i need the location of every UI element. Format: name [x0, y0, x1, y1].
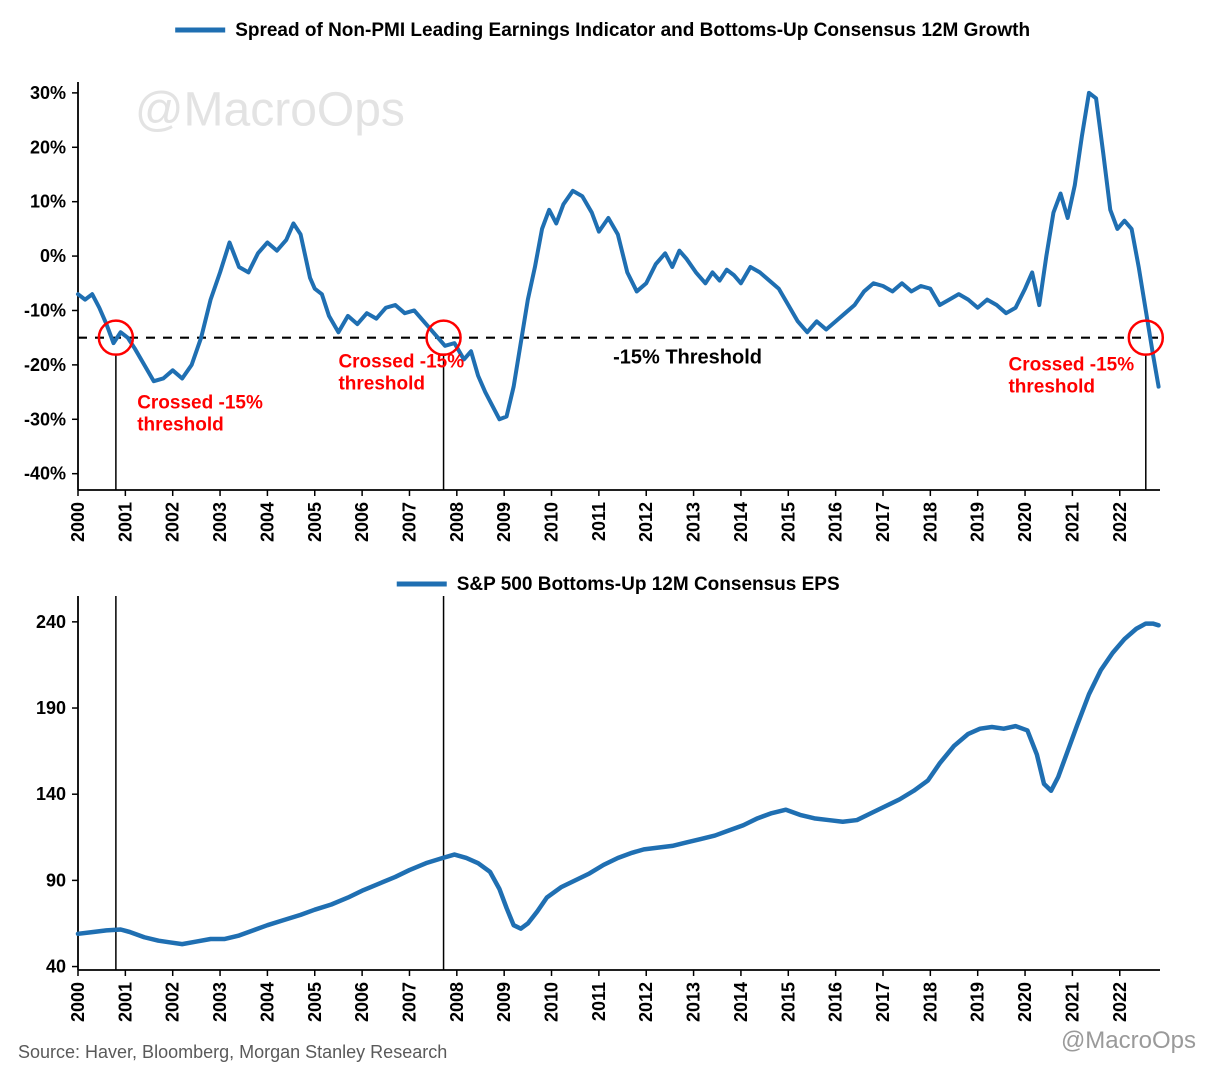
- xtick-bottom: 2009: [494, 982, 514, 1022]
- xtick-top: 2012: [636, 502, 656, 542]
- xtick-top: 2014: [731, 502, 751, 542]
- xtick-top: 2020: [1015, 502, 1035, 542]
- xtick-bottom: 2005: [305, 982, 325, 1022]
- xtick-bottom: 2017: [873, 982, 893, 1022]
- ytick-bottom: 40: [46, 957, 66, 977]
- xtick-top: 2011: [589, 502, 609, 541]
- xtick-bottom: 2000: [68, 982, 88, 1022]
- xtick-bottom: 2015: [778, 982, 798, 1022]
- ytick-bottom: 240: [36, 612, 66, 632]
- xtick-top: 2001: [115, 502, 135, 542]
- ytick-top: 30%: [30, 83, 66, 103]
- ytick-top: 20%: [30, 137, 66, 157]
- xtick-top: 2004: [257, 502, 277, 542]
- xtick-top: 2003: [210, 502, 230, 542]
- legend-bottom: S&P 500 Bottoms-Up 12M Consensus EPS: [397, 574, 840, 595]
- ytick-bottom: 90: [46, 870, 66, 890]
- xtick-top: 2015: [778, 502, 798, 542]
- xtick-bottom: 2014: [731, 982, 751, 1022]
- xtick-top: 2021: [1062, 502, 1082, 542]
- annotation-red: threshold: [338, 374, 425, 395]
- ytick-top: -40%: [24, 464, 66, 484]
- xtick-top: 2022: [1110, 502, 1130, 542]
- chart-svg: @MacroOps -40% -30% -20% -10% 0% 10% 20% 30% -15%…: [0, 0, 1216, 1076]
- ytick-top: 10%: [30, 192, 66, 212]
- xtick-top: 2009: [494, 502, 514, 542]
- xtick-bottom: 2013: [684, 982, 704, 1022]
- ytick-top: -30%: [24, 409, 66, 429]
- chart-stage: { "layout": { "width": 1216, "height": 1…: [0, 0, 1216, 1076]
- top-series-line: [78, 93, 1159, 419]
- xtick-bottom: 2003: [210, 982, 230, 1022]
- xtick-top: 2000: [68, 502, 88, 542]
- watermark: @MacroOps: [135, 84, 405, 137]
- legend-label: Spread of Non-PMI Leading Earnings Indic…: [235, 20, 1030, 41]
- xtick-bottom: 2008: [447, 982, 467, 1022]
- annotation-red: Crossed -15%: [137, 392, 263, 413]
- legend-top: Spread of Non-PMI Leading Earnings Indic…: [175, 20, 1030, 41]
- ytick-top: -20%: [24, 355, 66, 375]
- ytick-top: 0%: [40, 246, 66, 266]
- ytick-top: -10%: [24, 300, 66, 320]
- xtick-top: 2017: [873, 502, 893, 542]
- xtick-top: 2005: [305, 502, 325, 542]
- xtick-top: 2016: [826, 502, 846, 542]
- annotation-red: threshold: [137, 414, 224, 435]
- xtick-bottom: 2018: [920, 982, 940, 1022]
- xtick-bottom: 2007: [399, 982, 419, 1022]
- xtick-top: 2006: [352, 502, 372, 542]
- legend-label: S&P 500 Bottoms-Up 12M Consensus EPS: [457, 574, 840, 595]
- xtick-top: 2002: [163, 502, 183, 542]
- ytick-bottom: 190: [36, 698, 66, 718]
- xtick-bottom: 2016: [826, 982, 846, 1022]
- xtick-top: 2019: [968, 502, 988, 542]
- xtick-bottom: 2010: [542, 982, 562, 1022]
- ytick-bottom: 140: [36, 784, 66, 804]
- bottom-series-line: [78, 624, 1159, 945]
- xtick-bottom: 2022: [1110, 982, 1130, 1022]
- xtick-bottom: 2019: [968, 982, 988, 1022]
- xtick-bottom: 2020: [1015, 982, 1035, 1022]
- xtick-bottom: 2011: [589, 982, 609, 1021]
- source-text: Source: Haver, Bloomberg, Morgan Stanley…: [18, 1042, 447, 1062]
- xtick-bottom: 2021: [1062, 982, 1082, 1022]
- xtick-bottom: 2006: [352, 982, 372, 1022]
- xtick-bottom: 2001: [115, 982, 135, 1022]
- xtick-top: 2007: [399, 502, 419, 542]
- xtick-top: 2008: [447, 502, 467, 542]
- xtick-top: 2018: [920, 502, 940, 542]
- annotation-red: threshold: [1008, 376, 1095, 397]
- annotation-red: Crossed -15%: [1008, 354, 1134, 375]
- xtick-bottom: 2002: [163, 982, 183, 1022]
- xtick-bottom: 2004: [257, 982, 277, 1022]
- xtick-top: 2010: [542, 502, 562, 542]
- threshold-label: -15% Threshold: [613, 347, 762, 369]
- xtick-top: 2013: [684, 502, 704, 542]
- xtick-bottom: 2012: [636, 982, 656, 1022]
- handle-text: @MacroOps: [1061, 1027, 1196, 1054]
- annotation-red: Crossed -15%: [338, 352, 464, 373]
